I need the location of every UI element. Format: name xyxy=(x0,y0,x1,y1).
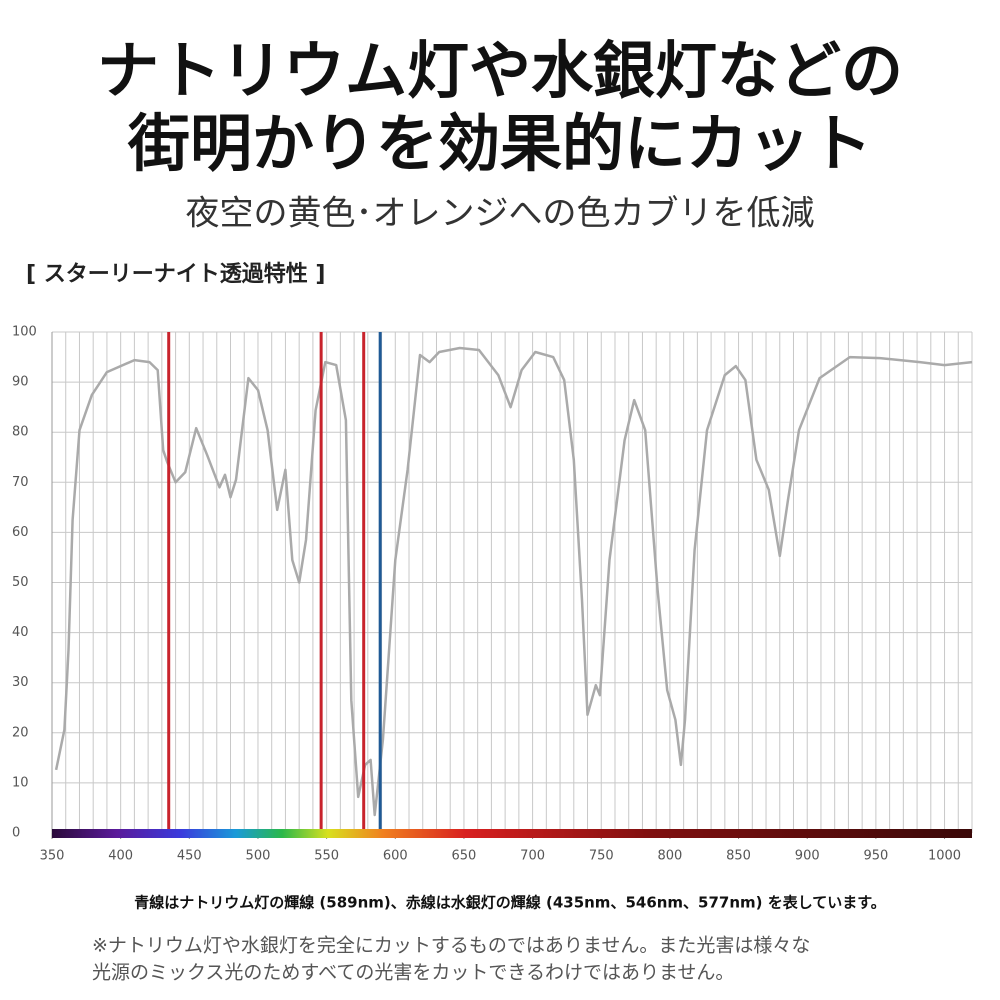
y-tick-label: 0 xyxy=(12,826,20,841)
y-tick-label: 40 xyxy=(12,625,29,640)
chart-label: [ スターリーナイト透過特性 ] xyxy=(26,261,325,287)
x-tick-label: 800 xyxy=(657,849,682,864)
note: 光源のミックス光のためすべての光害をカットできるわけではありません。 xyxy=(92,962,734,984)
y-tick-label: 10 xyxy=(12,775,29,790)
title: 街明かりを効果的にカット xyxy=(127,107,872,180)
x-tick-label: 500 xyxy=(246,849,271,864)
x-tick-label: 350 xyxy=(40,849,65,864)
spectrum-bar xyxy=(52,829,972,838)
x-tick-label: 1000 xyxy=(928,849,961,864)
y-tick-label: 60 xyxy=(12,525,29,540)
caption: 青線はナトリウム灯の輝線 (589nm)、赤線は水銀灯の輝線 (435nm、54… xyxy=(134,894,886,912)
y-tick-label: 30 xyxy=(12,675,29,690)
transmission-line xyxy=(54,346,973,817)
title: ナトリウム灯や水銀灯などの xyxy=(97,34,903,107)
x-tick-label: 900 xyxy=(795,849,820,864)
y-tick-label: 90 xyxy=(12,375,29,390)
subtitle: 夜空の黄色･オレンジへの色カブリを低減 xyxy=(186,194,815,234)
y-tick-label: 80 xyxy=(12,425,29,440)
x-tick-label: 650 xyxy=(452,849,477,864)
x-tick-label: 700 xyxy=(520,849,545,864)
y-tick-label: 70 xyxy=(12,475,29,490)
y-tick-label: 50 xyxy=(12,575,29,590)
x-tick-label: 400 xyxy=(108,849,133,864)
x-tick-label: 950 xyxy=(863,849,888,864)
x-tick-label: 600 xyxy=(383,849,408,864)
y-tick-label: 100 xyxy=(12,325,37,340)
note: ※ナトリウム灯や水銀灯を完全にカットするものではありません。また光害は様々な xyxy=(92,935,810,957)
x-tick-label: 550 xyxy=(314,849,339,864)
x-tick-label: 850 xyxy=(726,849,751,864)
y-tick-label: 20 xyxy=(12,725,29,740)
x-tick-label: 750 xyxy=(589,849,614,864)
x-tick-label: 450 xyxy=(177,849,202,864)
